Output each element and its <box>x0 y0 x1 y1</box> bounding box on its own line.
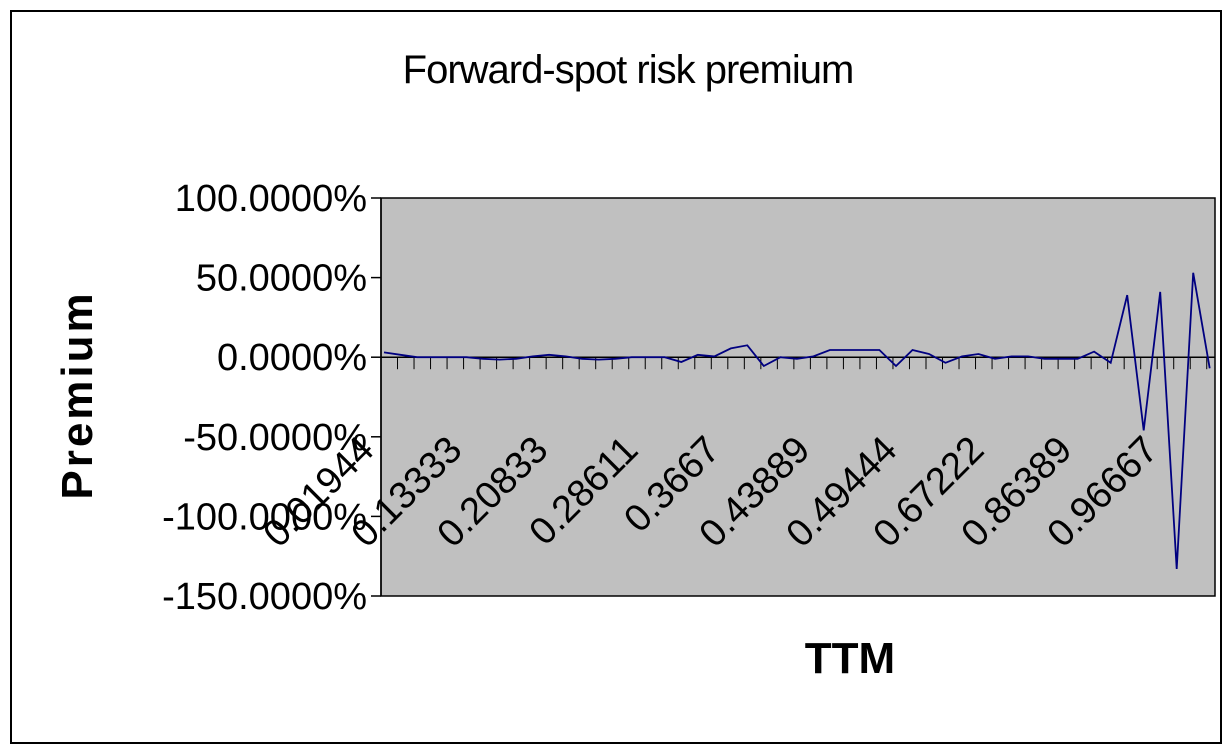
y-tick-label: -150.0000% <box>162 576 367 618</box>
plot-area <box>380 197 1216 597</box>
y-tick-label: 100.0000% <box>175 178 367 220</box>
x-axis-label: TTM <box>804 634 896 683</box>
y-tick-label: -50.0000% <box>183 417 367 459</box>
y-axis: 100.0000% 50.0000% 0.0000% -50.0000% -100.00… <box>162 178 382 618</box>
series-line <box>383 272 1211 569</box>
y-axis-label: Premium <box>53 290 102 500</box>
series-layer <box>383 272 1211 569</box>
y-tick-label: 50.0000% <box>196 258 367 300</box>
y-tick-label: 0.0000% <box>217 337 367 379</box>
y-tick-label: -100.0000% <box>162 496 367 538</box>
chart-title: Forward-spot risk premium <box>402 48 855 92</box>
